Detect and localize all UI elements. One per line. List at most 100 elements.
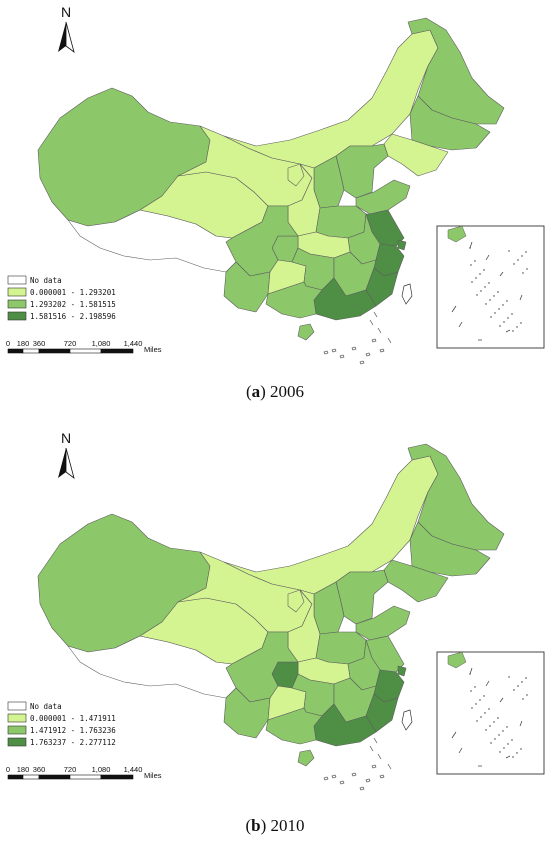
region-hainan [297, 749, 315, 767]
region-shanghai [397, 239, 407, 251]
inset-island-dot [525, 677, 527, 679]
region-taiwan [401, 709, 413, 731]
scale-segment [22, 348, 40, 354]
island-outline [331, 774, 337, 779]
region-jilin [409, 521, 491, 577]
nine-dash-segment [387, 763, 392, 770]
region-hainan [297, 323, 315, 341]
inset-island-dot [476, 294, 478, 296]
inset-island-dot [498, 308, 500, 310]
north-arrow-light-half [65, 21, 75, 54]
inset-island-dot [503, 321, 505, 323]
scale-tick-label: 720 [64, 765, 77, 774]
inset-island-dot [503, 747, 505, 749]
inset-island-dot [484, 286, 486, 288]
inset-dash-line [485, 254, 490, 261]
inset-island-dot [490, 316, 492, 318]
inset-frame [436, 651, 545, 775]
region-jilin [409, 95, 491, 151]
inset-island-dot [470, 264, 472, 266]
legend-swatch [7, 737, 27, 747]
scale-unit-label: Miles [144, 345, 162, 354]
legend-label: 0.000001 - 1.293201 [30, 288, 116, 297]
scale-tick-label: 180 [17, 339, 30, 348]
caption-letter: b [251, 816, 261, 835]
legend: No data 0.000001 - 1.293201 1.293202 - 1.5… [7, 275, 116, 321]
island-outline [331, 348, 337, 353]
caption-letter: a [251, 382, 261, 401]
region-ningxia [287, 163, 305, 187]
inset-island-dot [489, 299, 491, 301]
choropleth-map-2010: N No data 0.000001 - 1.471911 1.471912 - 1.… [6, 430, 545, 791]
scale-segment [7, 348, 24, 354]
scale-tick-label: 360 [33, 765, 46, 774]
inset-dash-line [469, 241, 473, 249]
inset-island-dot [483, 695, 485, 697]
scale-unit-label: Miles [144, 771, 162, 780]
island-outline [379, 774, 385, 779]
region-henan [315, 205, 367, 239]
legend-label: 0.000001 - 1.471911 [30, 714, 116, 723]
south-china-sea-inset [436, 225, 545, 349]
inset-island-dot [520, 322, 522, 324]
legend-swatch [7, 287, 27, 297]
region-guangxi [265, 707, 323, 745]
inset-island-dot [475, 277, 477, 279]
region-taiwan [401, 283, 413, 305]
inset-island-dot [471, 707, 473, 709]
inset-island-dot [526, 268, 528, 270]
inset-island-dot [526, 694, 528, 696]
legend-swatch [7, 701, 27, 711]
map-panel-2006: N No data 0.000001 - 1.293201 1.293202 - 1.… [0, 0, 550, 425]
inset-island-dot [480, 290, 482, 292]
inset-island-dot [499, 325, 501, 327]
scale-segment [7, 774, 24, 780]
inset-island-dot [507, 743, 509, 745]
scale-tick-label: 360 [33, 339, 46, 348]
inset-dash-line [519, 720, 523, 727]
legend-label: 1.763237 - 2.277112 [30, 738, 116, 747]
inset-island-dot [494, 312, 496, 314]
inset-island-dot [470, 690, 472, 692]
island-outline [339, 780, 345, 785]
inset-island-dot [479, 273, 481, 275]
inset-island-dot [469, 673, 471, 675]
inset-dash-line [451, 731, 457, 739]
inset-hainan [447, 225, 467, 243]
inset-island-dot [471, 281, 473, 283]
inset-island-dot [513, 263, 515, 265]
scale-tick-label: 1,440 [124, 339, 143, 348]
north-label: N [61, 430, 71, 446]
inset-island-dot [476, 720, 478, 722]
scale-segment [69, 348, 102, 354]
inset-island-dot [475, 703, 477, 705]
island-outline [365, 352, 371, 357]
nine-dash-segment [373, 737, 378, 744]
inset-island-dot [497, 717, 499, 719]
scale-segment [100, 774, 134, 780]
inset-island-dot [502, 730, 504, 732]
legend-swatch [7, 299, 27, 309]
island-outline [351, 772, 357, 777]
inset-island-dot [511, 739, 513, 741]
legend: No data 0.000001 - 1.471911 1.471912 - 1.7… [7, 701, 116, 747]
scale-tick-label: 720 [64, 339, 77, 348]
legend-swatch [7, 713, 27, 723]
inset-island-dot [506, 726, 508, 728]
scale-tick-label: 1,080 [92, 339, 111, 348]
nine-dash-segment [369, 319, 374, 326]
inset-island-dot [513, 689, 515, 691]
legend-label: No data [30, 276, 62, 285]
inset-island-dot [469, 247, 471, 249]
inset-island-dot [488, 282, 490, 284]
north-arrow-dark-half [58, 448, 66, 478]
scale-tick-label: 180 [17, 765, 30, 774]
province-regions [37, 17, 505, 341]
inset-island-dot [525, 251, 527, 253]
caption-year: 2010 [270, 816, 305, 835]
inset-dash-line [519, 294, 523, 301]
inset-island-dot [485, 303, 487, 305]
inset-island-dot [489, 725, 491, 727]
inset-island-dot [506, 300, 508, 302]
inset-dash-line [505, 755, 511, 759]
